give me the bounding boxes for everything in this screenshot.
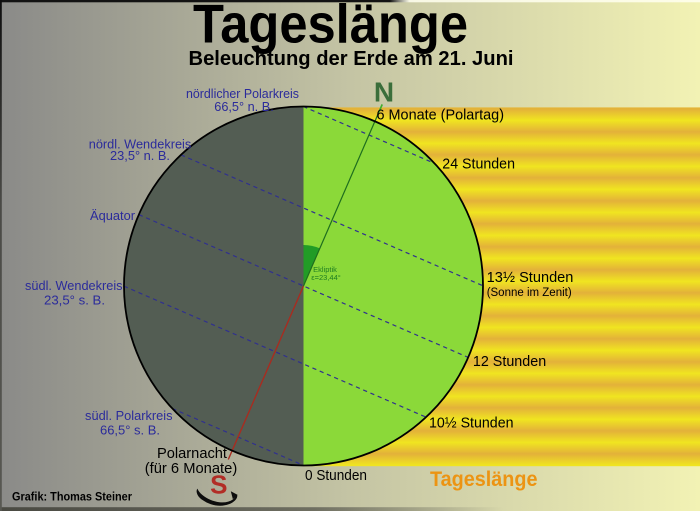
svg-text:13½ Stunden: 13½ Stunden — [487, 270, 574, 286]
svg-text:(für 6 Monate): (für 6 Monate) — [145, 460, 238, 477]
svg-text:24 Stunden: 24 Stunden — [442, 157, 515, 173]
svg-text:nördl. Wendekreis: nördl. Wendekreis — [89, 136, 192, 151]
svg-text:23,5° s. B.: 23,5° s. B. — [44, 293, 105, 308]
svg-text:6 Monate (Polartag): 6 Monate (Polartag) — [377, 108, 505, 124]
svg-text:Grafik: Thomas Steiner: Grafik: Thomas Steiner — [12, 491, 132, 503]
svg-text:südl. Polarkreis: südl. Polarkreis — [85, 408, 173, 423]
svg-text:10½ Stunden: 10½ Stunden — [429, 415, 514, 431]
svg-text:südl. Wendekreis: südl. Wendekreis — [25, 278, 123, 293]
svg-text:0 Stunden: 0 Stunden — [305, 468, 367, 484]
svg-text:nördlicher Polarkreis: nördlicher Polarkreis — [186, 86, 299, 101]
svg-text:ε=23,44°: ε=23,44° — [311, 273, 341, 282]
svg-text:66,5° n. B.: 66,5° n. B. — [214, 99, 274, 114]
svg-text:12 Stunden: 12 Stunden — [473, 354, 546, 370]
svg-text:N: N — [374, 77, 394, 108]
svg-text:S: S — [210, 470, 227, 500]
svg-text:(Sonne im Zenit): (Sonne im Zenit) — [487, 285, 572, 299]
svg-text:Tageslänge: Tageslänge — [193, 0, 468, 55]
svg-text:Äquator: Äquator — [90, 208, 136, 223]
svg-text:Tageslänge: Tageslänge — [430, 467, 538, 491]
svg-text:Polarnacht: Polarnacht — [157, 445, 228, 462]
svg-text:Ekliptik: Ekliptik — [313, 265, 337, 274]
svg-text:Beleuchtung der Erde am 21. Ju: Beleuchtung der Erde am 21. Juni — [189, 47, 514, 70]
svg-text:66,5° s. B.: 66,5° s. B. — [100, 423, 160, 438]
svg-text:23,5° n. B.: 23,5° n. B. — [110, 148, 170, 163]
